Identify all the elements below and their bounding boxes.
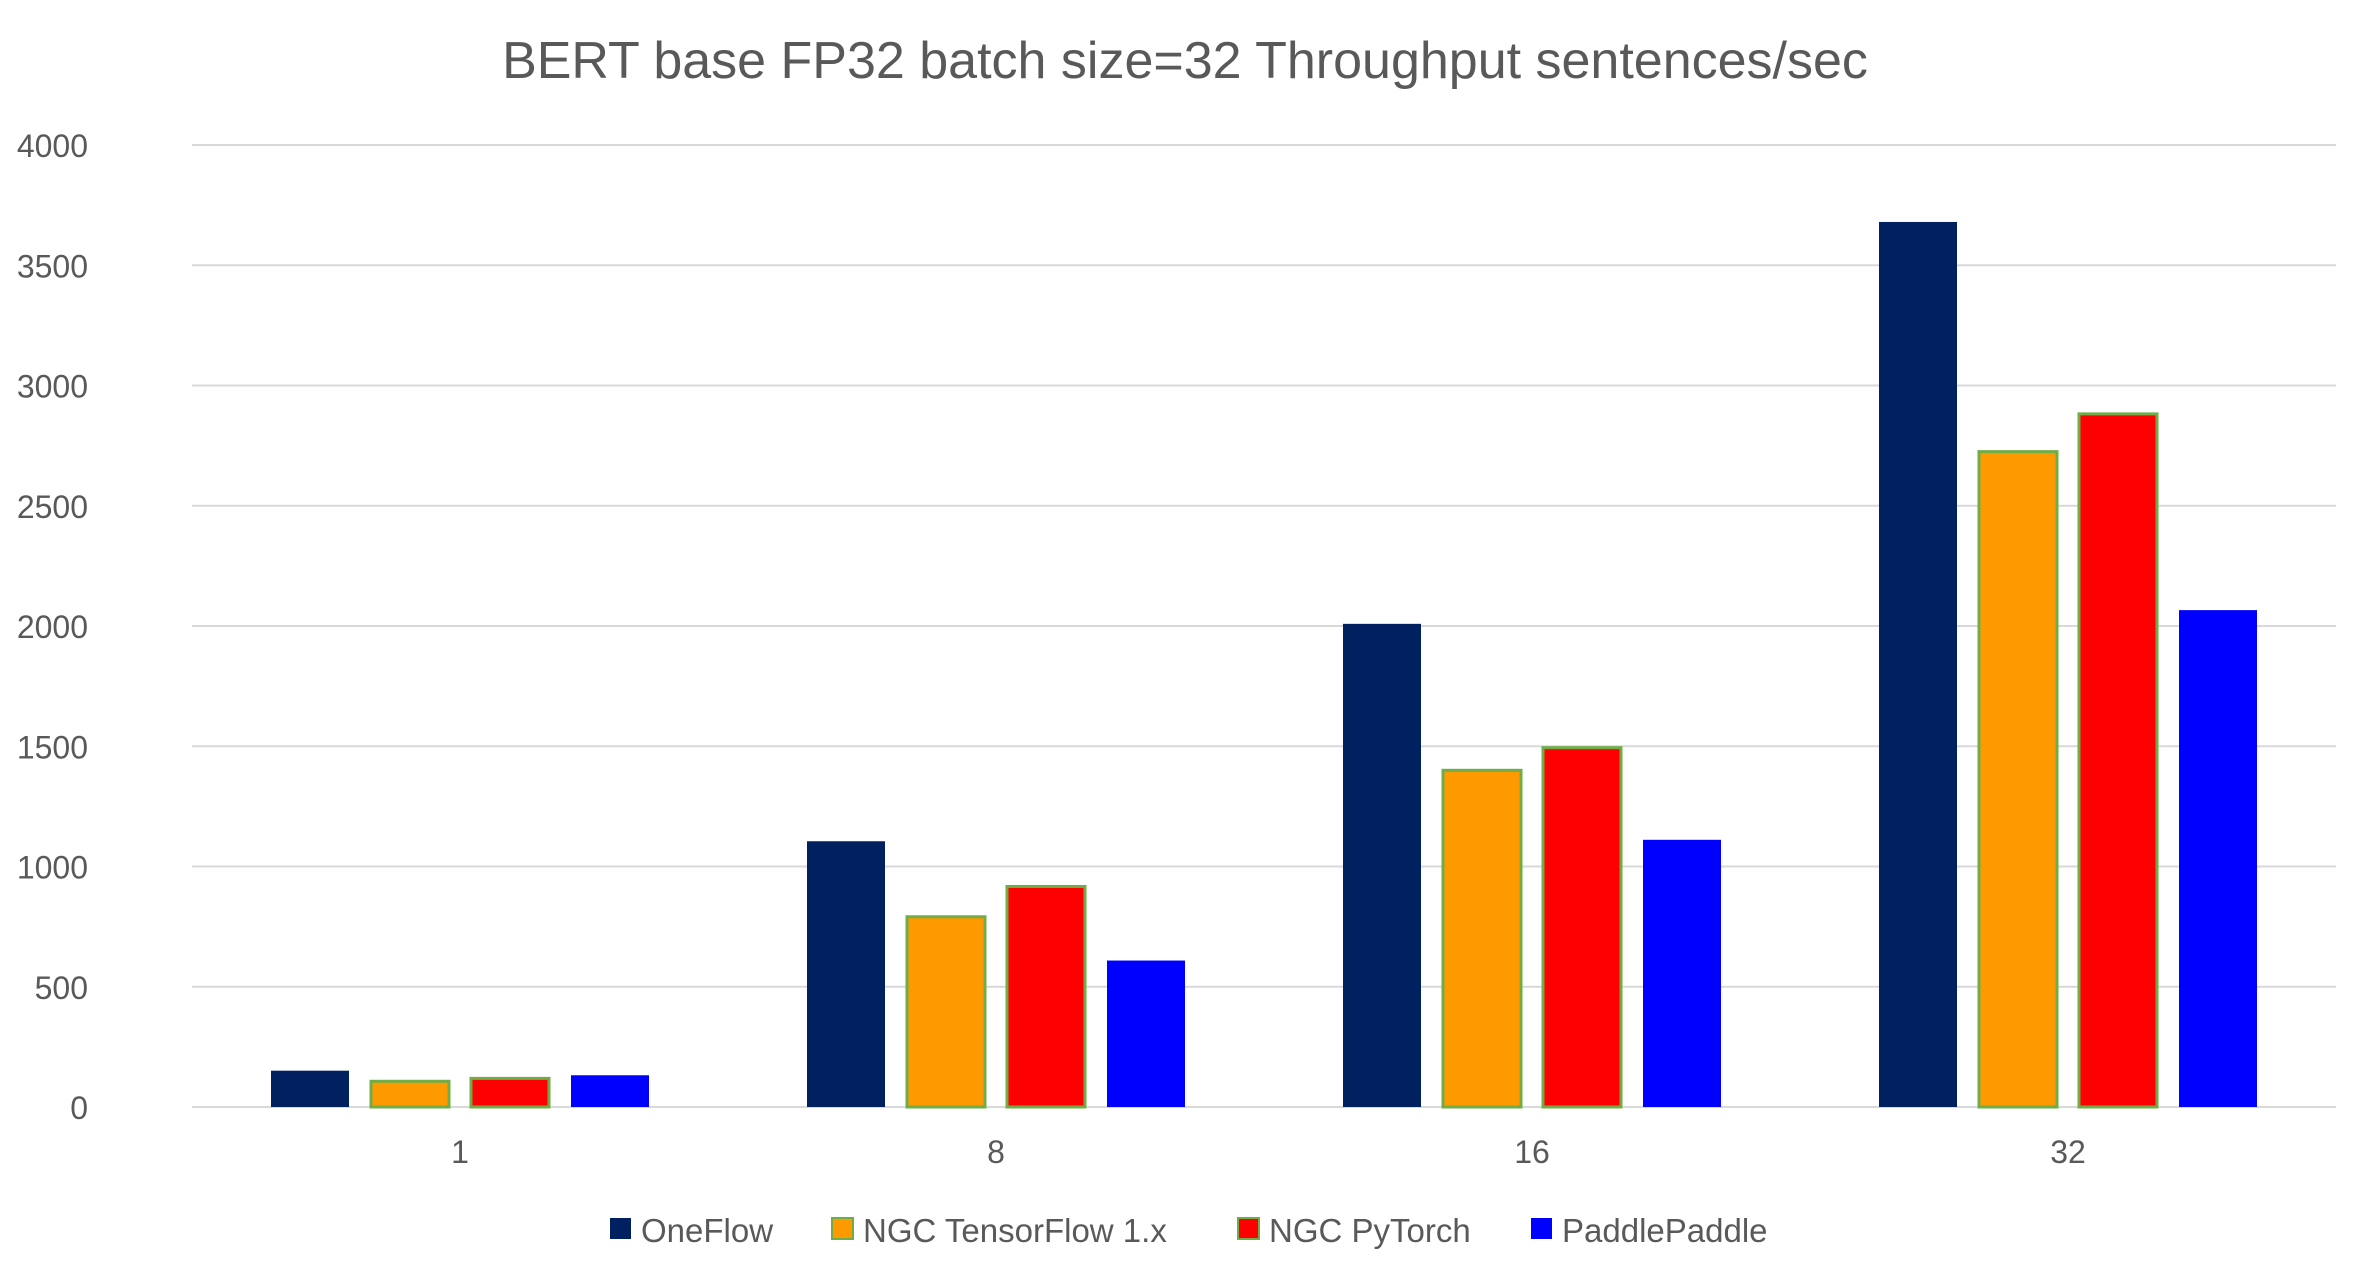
bar-ngc-pytorch-8 xyxy=(1005,884,1087,1109)
legend-label: NGC TensorFlow 1.x xyxy=(863,1212,1167,1249)
legend-swatch-0 xyxy=(610,1218,631,1239)
bar-ngc-tensorflow-1-x-1 xyxy=(369,1079,451,1109)
bar-ngc-pytorch-16 xyxy=(1541,746,1623,1109)
legend-swatch-3 xyxy=(1531,1218,1552,1239)
y-tick-label: 500 xyxy=(35,970,88,1006)
legend-label: OneFlow xyxy=(641,1212,773,1249)
bar-ngc-tensorflow-1-x-32 xyxy=(1977,450,2059,1109)
legend: OneFlow NGC TensorFlow 1.x NGC PyTorch Padd… xyxy=(610,1212,1768,1249)
chart-title: BERT base FP32 batch size=32 Throughput … xyxy=(502,32,1868,90)
y-tick-label: 1500 xyxy=(17,729,88,765)
bar-ngc-tensorflow-1-x-8 xyxy=(905,915,987,1109)
y-tick-label: 2000 xyxy=(17,609,88,645)
bar-oneflow-16 xyxy=(1343,623,1421,1107)
y-tick-label: 2500 xyxy=(17,489,88,525)
legend-label: PaddlePaddle xyxy=(1562,1212,1768,1249)
bar-ngc-tensorflow-1-x-16 xyxy=(1441,768,1523,1109)
gridlines xyxy=(192,144,2336,1108)
bar-oneflow-32 xyxy=(1879,221,1957,1107)
bar-paddlepaddle-16 xyxy=(1643,839,1721,1107)
y-tick-label: 3500 xyxy=(17,248,88,284)
y-axis-ticks: 0 500 1000 1500 2000 2500 3000 3500 4000 xyxy=(17,128,88,1126)
x-tick-label: 32 xyxy=(2050,1134,2086,1170)
y-tick-label: 1000 xyxy=(17,850,88,886)
legend-swatch-2 xyxy=(1237,1217,1260,1240)
x-tick-label: 1 xyxy=(451,1134,469,1170)
bar-paddlepaddle-8 xyxy=(1107,960,1185,1107)
bar-paddlepaddle-1 xyxy=(571,1075,649,1107)
bars xyxy=(271,221,2257,1109)
x-tick-label: 8 xyxy=(987,1134,1005,1170)
x-tick-label: 16 xyxy=(1514,1134,1550,1170)
bar-ngc-pytorch-32 xyxy=(2077,412,2159,1109)
bar-ngc-pytorch-1 xyxy=(469,1076,551,1109)
y-tick-label: 4000 xyxy=(17,128,88,164)
y-tick-label: 0 xyxy=(70,1090,88,1126)
x-axis-ticks: 1 8 16 32 xyxy=(451,1134,2086,1170)
legend-label: NGC PyTorch xyxy=(1269,1212,1471,1249)
bar-oneflow-1 xyxy=(271,1070,349,1107)
y-tick-label: 3000 xyxy=(17,369,88,405)
bar-oneflow-8 xyxy=(807,841,885,1107)
bar-paddlepaddle-32 xyxy=(2179,610,2257,1107)
legend-swatch-1 xyxy=(831,1217,854,1240)
